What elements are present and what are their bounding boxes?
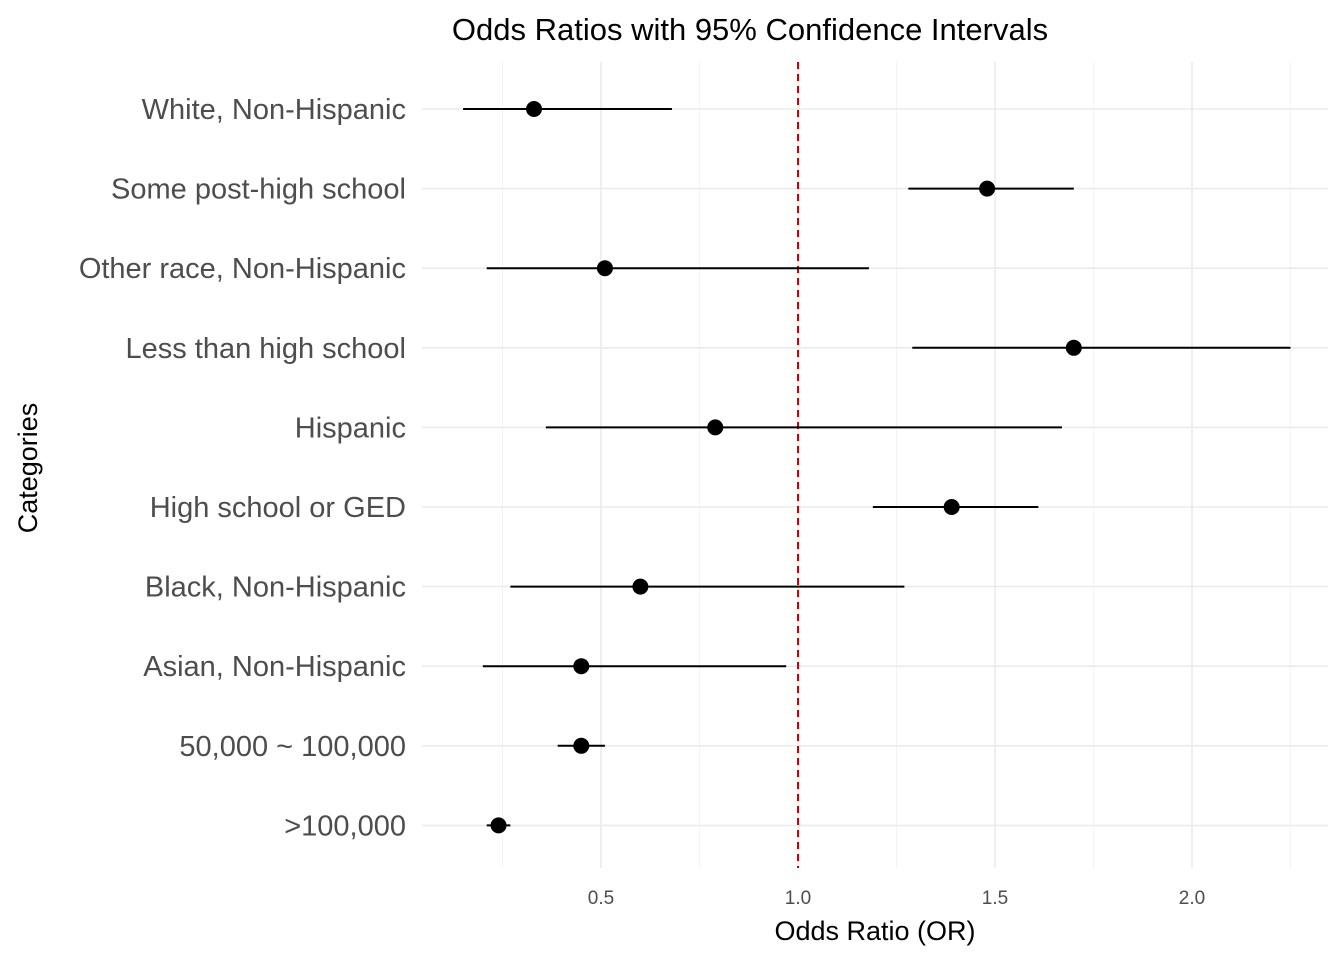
category-labels: White, Non-Hispanic Some post-high school…	[79, 94, 406, 842]
odds-ratio-point	[596, 260, 613, 277]
y-axis-title: Categories	[13, 403, 43, 534]
grid	[422, 62, 1328, 868]
x-tick-label: 1.5	[982, 888, 1008, 909]
category-label: Hispanic	[295, 412, 406, 444]
odds-ratio-point	[573, 658, 590, 675]
odds-ratio-point	[943, 499, 960, 515]
x-tick-label: 2.0	[1179, 888, 1205, 909]
odds-ratio-point	[632, 578, 649, 595]
category-label: Black, Non-Hispanic	[145, 572, 406, 604]
category-label: >100,000	[284, 810, 406, 842]
category-label: 50,000 ~ 100,000	[179, 731, 406, 763]
category-label: Asian, Non-Hispanic	[143, 651, 406, 683]
category-label: High school or GED	[150, 492, 406, 524]
odds-ratio-point	[1065, 339, 1082, 356]
data-marks	[463, 101, 1291, 834]
odds-ratio-point	[979, 180, 996, 197]
category-label: Some post-high school	[111, 174, 406, 206]
x-tick-labels: 0.5 1.0 1.5 2.0	[588, 888, 1205, 909]
odds-ratio-point	[573, 737, 590, 754]
chart-title: Odds Ratios with 95% Confidence Interval…	[452, 12, 1048, 47]
x-tick-label: 0.5	[588, 888, 614, 909]
odds-ratio-point	[707, 419, 724, 436]
category-label: Other race, Non-Hispanic	[79, 253, 406, 285]
odds-ratio-point	[490, 817, 507, 834]
category-label: Less than high school	[125, 333, 406, 365]
odds-ratio-point	[526, 101, 543, 117]
x-tick-label: 1.0	[785, 888, 811, 909]
category-label: White, Non-Hispanic	[142, 94, 406, 126]
x-axis-title: Odds Ratio (OR)	[774, 916, 975, 946]
